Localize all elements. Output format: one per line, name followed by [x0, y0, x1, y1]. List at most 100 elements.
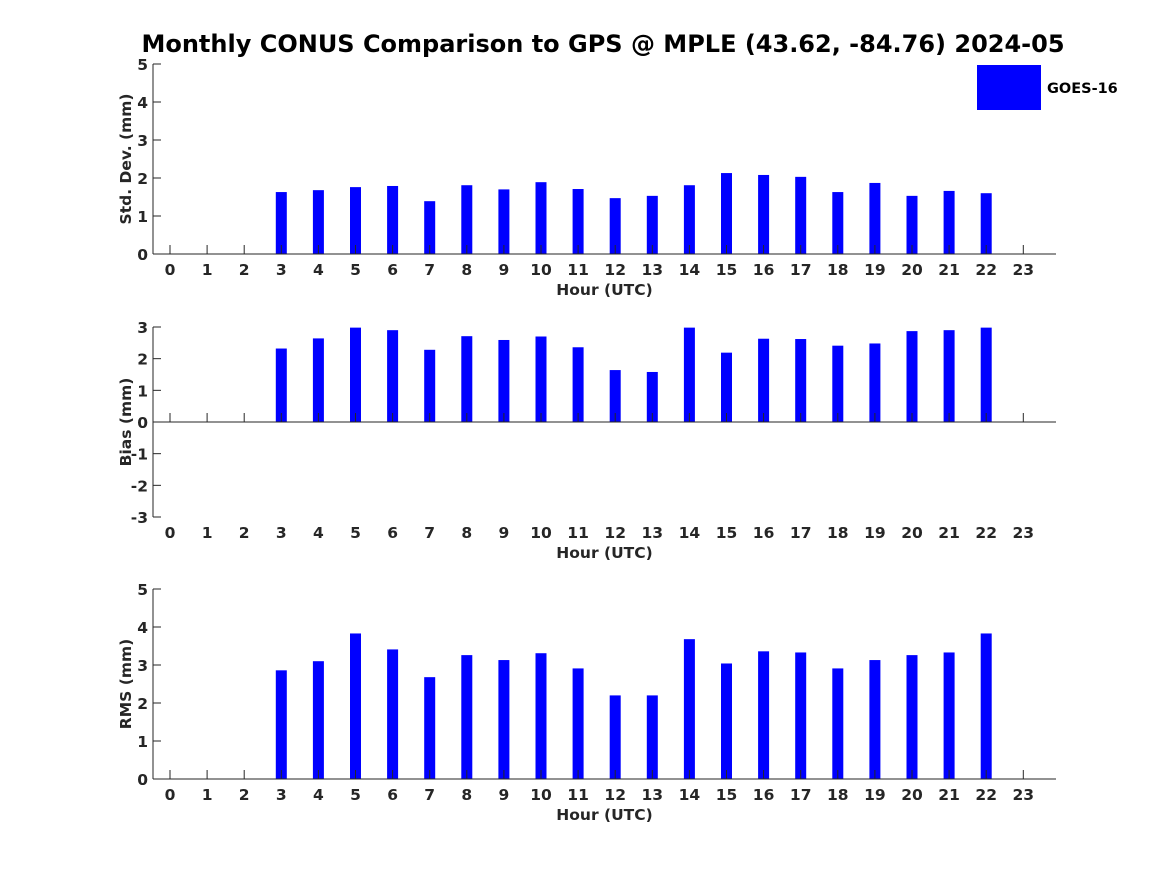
bar-bias-hour-3 [275, 348, 287, 422]
x-axis-label: Hour (UTC) [556, 806, 652, 824]
x-tick-label: 3 [276, 524, 287, 542]
bar-rms-hour-3 [275, 670, 287, 779]
x-tick-label: 23 [1013, 261, 1035, 279]
bar-rms-hour-13 [646, 695, 658, 779]
y-tick-label: -2 [131, 477, 148, 495]
x-tick-label: 22 [975, 261, 997, 279]
bar-rms-hour-22 [980, 633, 992, 779]
bar-stddev-hour-10 [535, 182, 547, 254]
bar-stddev-hour-21 [943, 190, 955, 254]
x-tick-label: 14 [679, 786, 701, 804]
x-tick-label: 16 [753, 261, 775, 279]
x-tick-label: 21 [938, 786, 960, 804]
x-tick-label: 23 [1013, 786, 1035, 804]
bar-bias-hour-5 [350, 327, 361, 422]
x-tick-label: 13 [642, 786, 664, 804]
x-tick-label: 23 [1013, 524, 1035, 542]
bar-rms-hour-18 [832, 668, 844, 779]
y-axis-label: Bias (mm) [117, 378, 135, 467]
x-tick-label: 6 [387, 261, 398, 279]
bar-stddev-hour-15 [721, 173, 732, 254]
x-tick-label: 20 [901, 786, 923, 804]
x-tick-label: 8 [461, 786, 472, 804]
x-tick-label: 12 [604, 524, 626, 542]
bar-bias-hour-20 [906, 331, 918, 422]
bar-stddev-hour-13 [646, 195, 658, 254]
bar-stddev-hour-9 [498, 189, 510, 254]
x-tick-label: 3 [276, 261, 287, 279]
bar-bias-hour-7 [424, 349, 436, 422]
bar-rms-hour-10 [535, 653, 547, 779]
bar-rms-hour-19 [869, 660, 881, 779]
x-tick-label: 11 [567, 786, 589, 804]
x-tick-label: 6 [387, 786, 398, 804]
x-tick-label: 11 [567, 261, 589, 279]
bar-rms-hour-6 [387, 649, 399, 779]
x-tick-label: 20 [901, 261, 923, 279]
x-tick-label: 1 [202, 786, 213, 804]
bar-bias-hour-8 [461, 336, 473, 422]
legend-swatch [977, 65, 1041, 110]
bar-bias-hour-6 [387, 330, 399, 422]
y-tick-label: 4 [137, 619, 148, 637]
x-tick-label: 10 [530, 524, 552, 542]
x-tick-label: 15 [716, 524, 738, 542]
x-tick-label: 8 [461, 261, 472, 279]
y-tick-label: 1 [137, 208, 148, 226]
x-tick-label: 21 [938, 261, 960, 279]
bar-rms-hour-7 [424, 677, 436, 779]
bar-bias-hour-9 [498, 339, 510, 422]
bar-stddev-hour-16 [758, 174, 770, 254]
bar-rms-hour-20 [906, 655, 918, 779]
x-tick-label: 22 [975, 524, 997, 542]
bar-bias-hour-18 [832, 345, 844, 422]
bar-bias-hour-10 [535, 336, 547, 422]
bar-stddev-hour-18 [832, 192, 844, 254]
bar-stddev-hour-7 [424, 201, 436, 254]
x-tick-label: 17 [790, 524, 812, 542]
y-tick-label: 0 [137, 771, 148, 789]
bar-rms-hour-5 [350, 633, 361, 779]
x-tick-label: 15 [716, 786, 738, 804]
x-tick-label: 16 [753, 524, 775, 542]
x-tick-label: 2 [239, 786, 250, 804]
x-tick-label: 19 [864, 261, 886, 279]
bar-bias-hour-12 [609, 370, 621, 422]
x-axis-label: Hour (UTC) [556, 281, 652, 299]
y-tick-label: 2 [137, 351, 148, 369]
x-tick-label: 0 [165, 261, 176, 279]
x-tick-label: 10 [530, 261, 552, 279]
bar-bias-hour-11 [572, 347, 584, 422]
y-axis-label: RMS (mm) [117, 639, 135, 729]
bar-rms-hour-15 [721, 663, 732, 779]
bar-rms-hour-8 [461, 655, 473, 779]
y-tick-label: 5 [137, 581, 148, 599]
x-tick-label: 17 [790, 261, 812, 279]
y-tick-label: 3 [137, 132, 148, 150]
bar-stddev-hour-8 [461, 185, 473, 254]
x-tick-label: 5 [350, 524, 361, 542]
x-tick-label: 14 [679, 261, 701, 279]
x-tick-label: 18 [827, 261, 849, 279]
x-tick-label: 21 [938, 524, 960, 542]
x-tick-label: 13 [642, 524, 664, 542]
bar-rms-hour-9 [498, 660, 510, 779]
y-tick-label: 1 [137, 382, 148, 400]
x-tick-label: 4 [313, 261, 324, 279]
x-tick-label: 0 [165, 524, 176, 542]
x-tick-label: 12 [604, 786, 626, 804]
x-tick-label: 10 [530, 786, 552, 804]
y-tick-label: 5 [137, 56, 148, 74]
y-tick-label: 3 [137, 319, 148, 337]
x-tick-label: 16 [753, 786, 775, 804]
bar-rms-hour-11 [572, 668, 584, 779]
y-tick-label: 4 [137, 94, 148, 112]
x-tick-label: 4 [313, 786, 324, 804]
bar-stddev-hour-12 [609, 198, 621, 254]
x-tick-label: 8 [461, 524, 472, 542]
x-tick-label: 15 [716, 261, 738, 279]
x-axis-label: Hour (UTC) [556, 544, 652, 562]
x-tick-label: 12 [604, 261, 626, 279]
bar-bias-hour-4 [312, 338, 324, 422]
